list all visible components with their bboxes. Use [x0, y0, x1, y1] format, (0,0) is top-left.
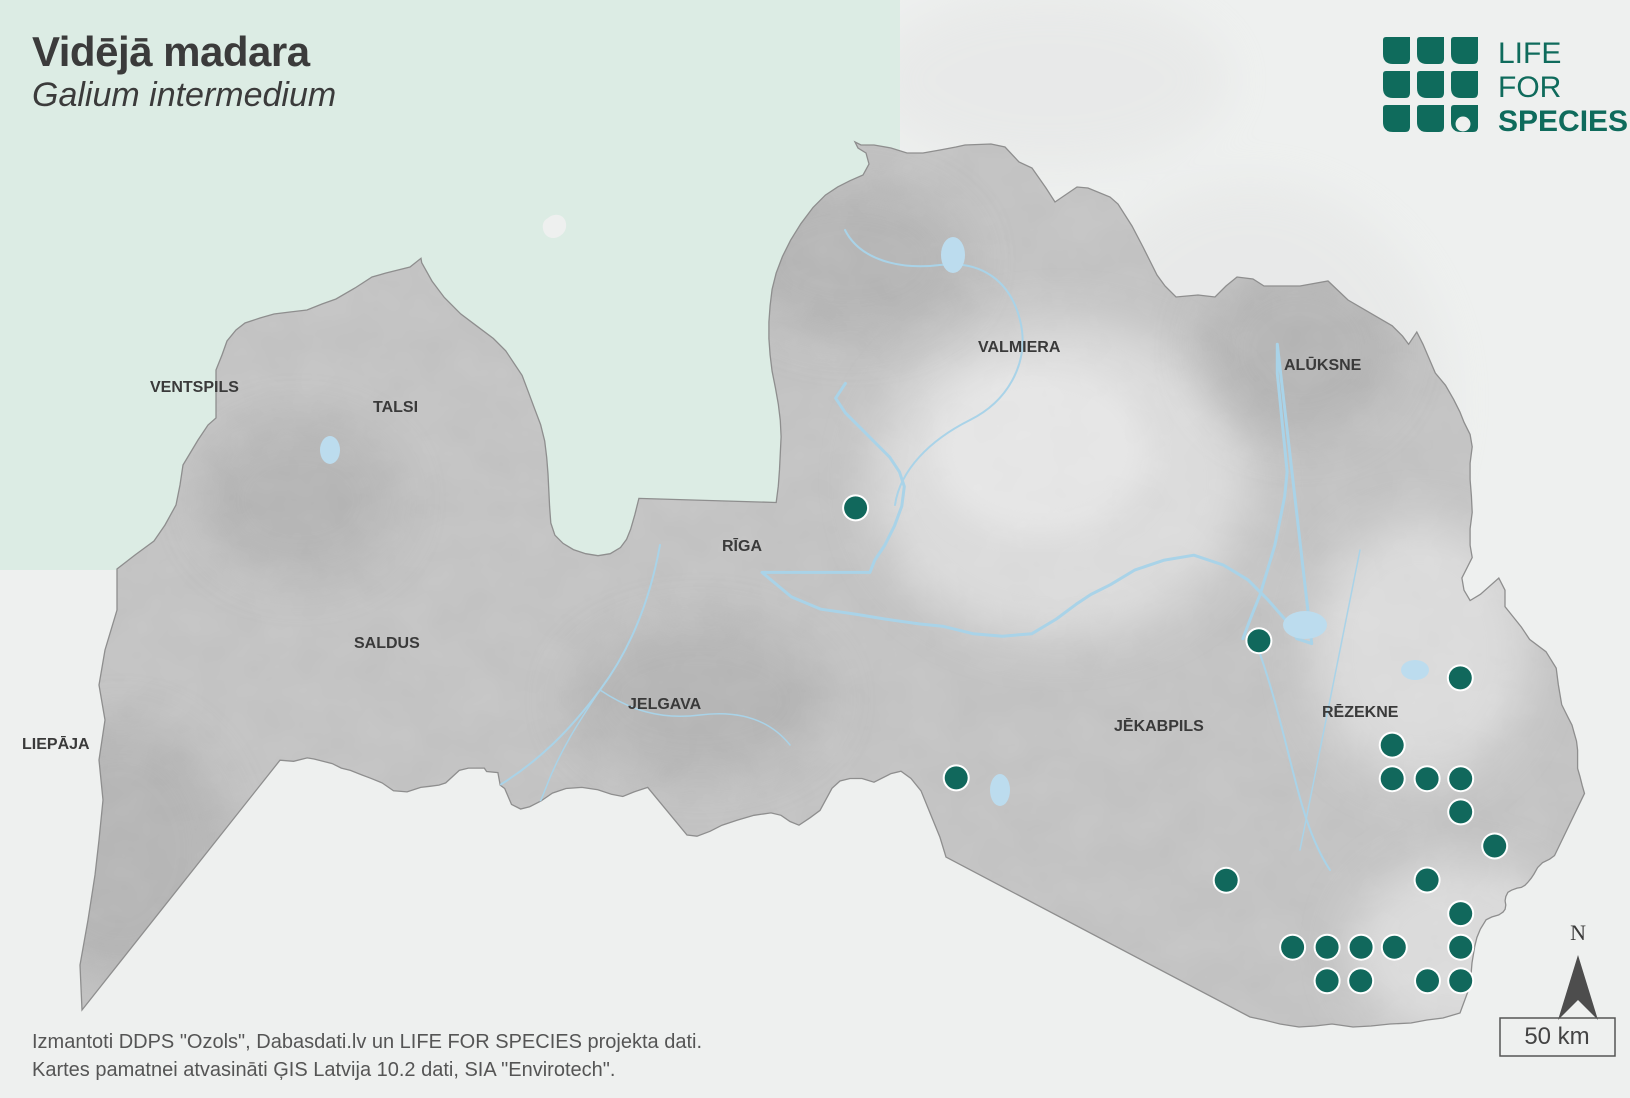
svg-text:VENTSPILS: VENTSPILS	[150, 379, 239, 396]
svg-text:FOR: FOR	[1498, 71, 1561, 104]
svg-text:RĪGA: RĪGA	[722, 536, 762, 555]
svg-text:JELGAVA: JELGAVA	[628, 696, 702, 713]
svg-text:SPECIES: SPECIES	[1498, 105, 1628, 138]
svg-text:VALMIERA: VALMIERA	[978, 339, 1061, 356]
svg-text:TALSI: TALSI	[373, 399, 418, 416]
svg-text:RĒZEKNE: RĒZEKNE	[1322, 702, 1399, 721]
svg-text:JĒKABPILS: JĒKABPILS	[1114, 716, 1204, 735]
svg-text:LIFE: LIFE	[1498, 37, 1561, 70]
svg-text:N: N	[1570, 920, 1586, 945]
svg-text:LIEPĀJA: LIEPĀJA	[22, 734, 90, 753]
svg-text:50 km: 50 km	[1524, 1023, 1589, 1050]
svg-text:ALŪKSNE: ALŪKSNE	[1284, 355, 1362, 374]
svg-text:SALDUS: SALDUS	[354, 635, 420, 652]
